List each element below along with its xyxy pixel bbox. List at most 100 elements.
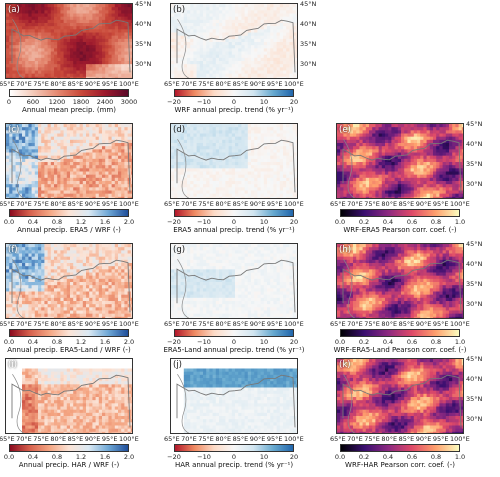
colorbar-b — [174, 89, 294, 97]
lon-tick-label: 95°E — [266, 200, 283, 208]
colorbar-tick-label: 1.2 — [75, 453, 87, 461]
colorbar-e — [340, 209, 460, 217]
lat-tick-label: 30°N — [135, 60, 152, 68]
colorbar-tick-label: 0.8 — [430, 338, 442, 346]
colorbar-tick-label: 0.0 — [3, 338, 15, 346]
lon-tick-label: 85°E — [67, 200, 84, 208]
colorbar-tick-label: 0.8 — [51, 218, 63, 226]
colorbar-tick-label: −20 — [167, 453, 181, 461]
lat-tick-label: 35°N — [135, 40, 152, 48]
lon-tick-label: 100°E — [450, 200, 470, 208]
colorbar-tick-label: 20 — [289, 338, 299, 346]
colorbar-tick-label: 0.4 — [382, 338, 394, 346]
panel-a: (a) 45°N 40°N 35°N 30°N 65°E 70°E 75°E 80°E 85°E 9… — [0, 0, 175, 121]
lon-tick-label: 70°E — [181, 320, 197, 328]
colorbar-d — [174, 209, 294, 217]
lon-tick-label: 65°E — [0, 200, 15, 208]
colorbar-tick-label: 1.2 — [75, 218, 87, 226]
map-field-k — [337, 359, 463, 433]
lon-tick-label: 65°E — [0, 320, 15, 328]
lon-tick-label: 80°E — [381, 200, 398, 208]
panel-label-a: (a) — [8, 5, 20, 15]
lon-tick-label: 95°E — [266, 80, 283, 88]
colorbar-title-i: Annual precip. HAR / WRF (-) — [18, 461, 120, 469]
lat-tick-label: 45°N — [466, 355, 483, 363]
lon-tick-label: 75°E — [33, 80, 49, 88]
lat-tick-label: 35°N — [466, 280, 483, 288]
lon-tick-label: 100°E — [450, 435, 470, 443]
lon-tick-label: 100°E — [119, 320, 139, 328]
colorbar-tick-label: 3000 — [120, 98, 138, 106]
lon-tick-label: 65°E — [164, 80, 180, 88]
colorbar-tick-label: −10 — [197, 338, 211, 346]
colorbar-tick-label: −20 — [167, 338, 181, 346]
lon-tick-label: 85°E — [232, 435, 249, 443]
lon-tick-label: 90°E — [415, 320, 432, 328]
lon-tick-label: 65°E — [0, 435, 15, 443]
colorbar-tick-label: 10 — [259, 218, 269, 226]
panel-b: (b) 45°N 40°N 35°N 30°N 65°E 70°E 75°E 80°E 85°E 9… — [164, 0, 340, 121]
lon-tick-label: 95°E — [101, 320, 118, 328]
panel-f: (f) 65°E 70°E 75°E 80°E 85°E 90°E 95°E 100°E 0.0 0… — [0, 243, 175, 361]
lat-tick-label: 40°N — [466, 140, 483, 148]
colorbar-tick-label: 2.0 — [123, 453, 135, 461]
colorbar-tick-label: 0.2 — [358, 453, 370, 461]
colorbar-tick-label: 0.8 — [430, 218, 442, 226]
colorbar-title-g: ERA5-Land annual precip. trend (% yr⁻¹) — [163, 346, 305, 354]
lon-tick-label: 85°E — [67, 320, 84, 328]
lon-tick-label: 95°E — [432, 200, 449, 208]
lon-tick-label: 90°E — [415, 435, 432, 443]
map-g — [170, 243, 298, 319]
lon-tick-label: 75°E — [198, 320, 214, 328]
colorbar-tick-label: 600 — [26, 98, 40, 106]
panel-h: (h) 45°N 40°N 35°N 30°N 65°E 70°E 75°E 80°E 85°E 9… — [330, 240, 500, 361]
colorbar-tick-label: 0.6 — [406, 453, 418, 461]
colorbar-tick-label: 0.4 — [382, 453, 394, 461]
panel-label-f: (f) — [8, 245, 18, 255]
colorbar-tick-label: 1.0 — [454, 453, 466, 461]
lat-tick-label: 35°N — [300, 40, 317, 48]
lon-tick-label: 90°E — [415, 200, 432, 208]
lon-tick-label: 100°E — [119, 80, 139, 88]
colorbar-tick-label: 1.6 — [99, 453, 111, 461]
colorbar-tick-label: 2.0 — [123, 218, 135, 226]
lat-tick-label: 45°N — [466, 240, 483, 248]
colorbar-tick-label: 20 — [289, 98, 299, 106]
colorbar-tick-label: −10 — [197, 453, 211, 461]
panel-label-g: (g) — [173, 245, 186, 255]
lon-tick-label: 75°E — [198, 80, 214, 88]
map-a — [5, 3, 133, 79]
lon-tick-label: 80°E — [50, 435, 67, 443]
colorbar-c — [9, 209, 129, 217]
map-field-g — [171, 244, 297, 318]
lon-tick-label: 85°E — [67, 80, 84, 88]
lon-tick-label: 80°E — [215, 320, 232, 328]
lon-tick-label: 100°E — [119, 435, 139, 443]
panel-c: (c) 65°E 70°E 75°E 80°E 85°E 90°E 95°E 100°E 0.0 0… — [0, 123, 175, 241]
colorbar-title-j: HAR annual precip. trend (% yr⁻¹) — [174, 461, 294, 469]
lat-tick-label: 35°N — [466, 160, 483, 168]
lon-tick-label: 80°E — [215, 200, 232, 208]
map-k — [336, 358, 464, 434]
lon-tick-label: 85°E — [67, 435, 84, 443]
colorbar-tick-label: 0.6 — [406, 338, 418, 346]
colorbar-tick-label: 0.0 — [334, 218, 346, 226]
lat-tick-label: 40°N — [300, 20, 317, 28]
lon-tick-label: 70°E — [16, 435, 32, 443]
lon-tick-label: 85°E — [398, 320, 415, 328]
map-j — [170, 358, 298, 434]
lon-tick-label: 95°E — [101, 200, 118, 208]
colorbar-tick-label: 0.4 — [27, 218, 39, 226]
panel-i: (i) 65°E 70°E 75°E 80°E 85°E 90°E 95°E 100°E 0.0 0… — [0, 358, 175, 476]
colorbar-title-h: WRF-ERA5-Land Pearson corr. coef. (-) — [333, 346, 467, 354]
lon-tick-label: 90°E — [84, 200, 101, 208]
colorbar-a — [9, 89, 129, 97]
colorbar-h — [340, 329, 460, 337]
colorbar-tick-label: 1.6 — [99, 218, 111, 226]
lon-tick-label: 80°E — [215, 435, 232, 443]
colorbar-tick-label: 0.4 — [27, 453, 39, 461]
map-field-a — [6, 4, 132, 78]
lon-tick-label: 85°E — [398, 200, 415, 208]
lon-tick-label: 100°E — [284, 80, 304, 88]
lon-tick-label: 90°E — [84, 80, 101, 88]
